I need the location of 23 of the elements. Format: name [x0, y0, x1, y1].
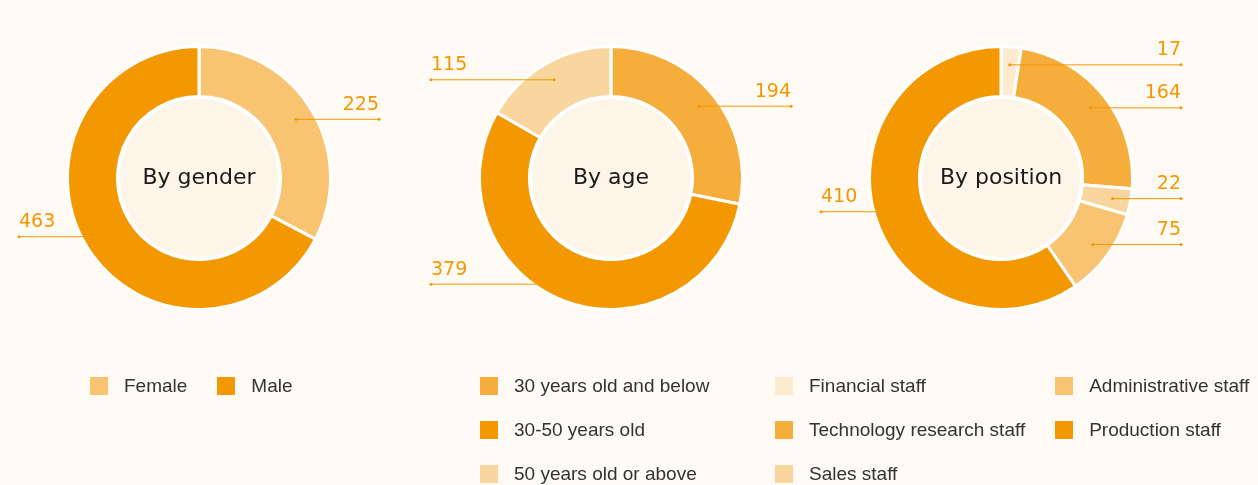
- legend-label: Male: [251, 374, 293, 397]
- legend-label: Sales staff: [809, 462, 898, 485]
- text: By gender: [142, 163, 257, 189]
- data-label: 194: [754, 78, 791, 101]
- data-label: 410: [821, 184, 858, 207]
- legend-label: 30 years old and below: [514, 374, 710, 397]
- data-label: 164: [1144, 80, 1181, 103]
- legend-label: Financial staff: [809, 374, 926, 397]
- legend-label: Administrative staff: [1089, 374, 1250, 397]
- legend-label: 30-50 years old: [514, 418, 645, 441]
- legend-label: Production staff: [1089, 418, 1221, 441]
- data-label: 463: [19, 209, 56, 232]
- legend-label: Technology research staff: [809, 418, 1026, 441]
- text: By position: [939, 163, 1063, 189]
- data-label: 115: [431, 52, 468, 75]
- legend-label: 50 years old or above: [514, 462, 697, 485]
- data-label: 225: [342, 91, 379, 114]
- data-label: 75: [1156, 216, 1181, 239]
- data-label: 379: [431, 256, 468, 279]
- legend-label: Female: [124, 374, 188, 397]
- text: By age: [572, 163, 650, 189]
- data-label: 17: [1156, 37, 1181, 60]
- data-label: 22: [1156, 171, 1181, 194]
